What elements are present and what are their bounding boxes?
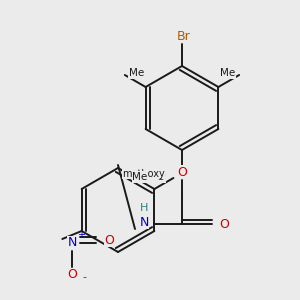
Text: O: O: [219, 218, 229, 230]
Text: Br: Br: [177, 29, 191, 43]
Text: methoxy: methoxy: [122, 169, 165, 179]
Text: -: -: [82, 272, 86, 282]
Text: Me: Me: [220, 68, 235, 78]
Text: O: O: [68, 268, 77, 281]
Text: O: O: [177, 166, 187, 178]
Text: Me: Me: [129, 68, 144, 78]
Text: O: O: [104, 233, 114, 247]
Text: +: +: [77, 230, 85, 240]
Text: O: O: [156, 169, 165, 182]
Text: N: N: [139, 215, 149, 229]
Text: Me: Me: [132, 172, 147, 182]
Text: N: N: [68, 236, 77, 250]
Text: H: H: [140, 203, 148, 213]
